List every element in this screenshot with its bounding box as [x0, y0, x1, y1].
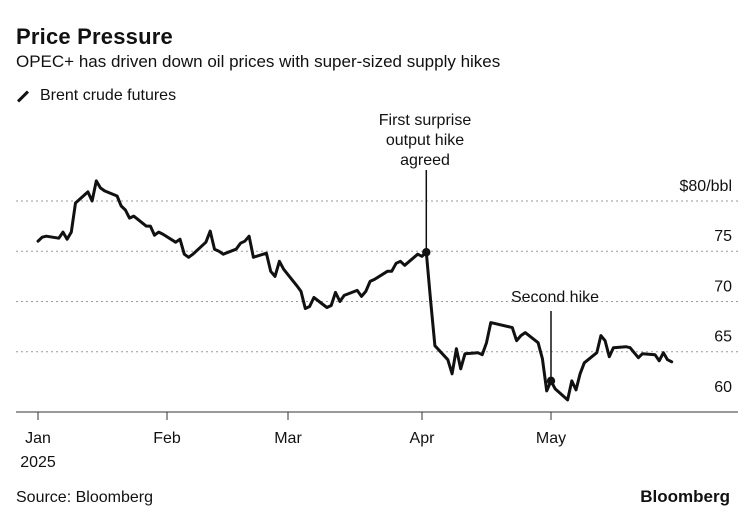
x-tick-sublabel-year: 2025 [20, 454, 56, 471]
annotation-text-1-line-2: output hike [386, 132, 464, 149]
x-tick-label-jan: Jan [25, 430, 51, 447]
chart-subtitle: OPEC+ has driven down oil prices with su… [16, 52, 501, 71]
y-tick-label-65: 65 [714, 329, 732, 346]
y-tick-label-80: $80/bbl [680, 178, 733, 195]
bloomberg-logo: Bloomberg [640, 487, 730, 506]
y-tick-label-70: 70 [714, 278, 732, 295]
annotation-marker-2 [546, 376, 556, 386]
source-note: Source: Bloomberg [16, 489, 153, 506]
annotation-marker-1 [422, 248, 431, 257]
y-tick-label-60: 60 [714, 379, 732, 396]
annotation-text-1-line-3: agreed [400, 152, 450, 169]
x-tick-label-may: May [536, 430, 566, 447]
y-tick-label-75: 75 [714, 228, 732, 245]
x-tick-label-feb: Feb [153, 430, 181, 447]
legend: Brent crude futures [16, 87, 176, 105]
annotation-text-1-line-1: First surprise [379, 112, 472, 129]
series-line-brent [36, 179, 674, 402]
x-tick-label-mar: Mar [274, 430, 302, 447]
annotation-text-2-line-1: Second hike [511, 289, 599, 306]
legend-label: Brent crude futures [40, 87, 177, 104]
x-tick-label-apr: Apr [410, 430, 436, 447]
chart-title: Price Pressure [16, 24, 173, 49]
